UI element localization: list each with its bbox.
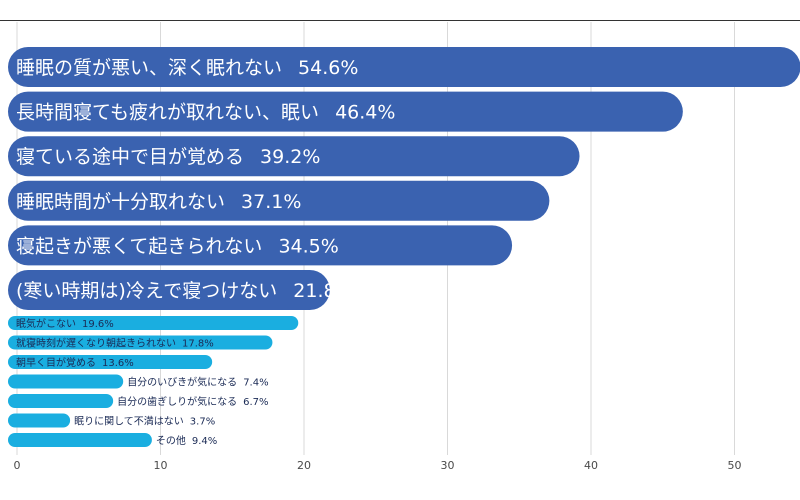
bars [8, 47, 800, 447]
value-label: 19.6% [82, 319, 114, 330]
bar-label-9: 朝早く目が覚める 13.6% [16, 356, 134, 369]
category-label: (寒い時期は)冷えで寝つけない [16, 280, 277, 302]
value-label: 3.7% [190, 417, 215, 428]
bar-4 [8, 180, 550, 221]
bar-5 [8, 225, 513, 266]
category-label: 就寝時刻が遅くなり朝起きられない [16, 337, 176, 350]
bar-6 [8, 270, 330, 310]
bar-label-12: 眠りに関して不満はない 3.7% [74, 416, 215, 428]
value-label: 37.1% [241, 191, 301, 213]
value-label: 9.4% [192, 436, 217, 447]
bar-7 [8, 316, 299, 330]
bar-label-5: 寝起きが悪くて起きられない 34.5% [16, 235, 339, 257]
bar-label-7: 眠気がこない 19.6% [16, 317, 114, 330]
bar-10 [8, 374, 124, 389]
category-label: 朝早く目が覚める [16, 356, 96, 369]
value-label: 21.8% [293, 280, 353, 302]
x-tick-label: 50 [728, 459, 742, 472]
bar-label-4: 睡眠時間が十分取れない 37.1% [16, 191, 301, 213]
x-tick-label: 30 [441, 459, 455, 472]
bar-11 [8, 394, 114, 408]
bar-label-1: 睡眠の質が悪い、深く眠れない 54.6% [16, 57, 358, 79]
bar-9 [8, 355, 213, 369]
bar-2 [8, 91, 683, 132]
category-label: 睡眠時間が十分取れない [16, 191, 225, 213]
bar-label-11: 自分の歯ぎしりが気になる 6.7% [117, 395, 268, 408]
value-label: 17.8% [182, 339, 214, 350]
category-label: 眠りに関して不満はない [74, 416, 184, 428]
value-label: 46.4% [335, 102, 395, 124]
category-label: 自分のいびきが気になる [127, 376, 237, 389]
bar-labels: 睡眠の質が悪い、深く眠れない 54.6% 長時間寝ても疲れが取れない、眠い 46.4%… [16, 57, 395, 447]
value-label: 34.5% [278, 235, 338, 257]
x-tick-label: 0 [14, 459, 21, 472]
x-axis-ticks: 0 10 20 30 40 50 [14, 459, 742, 472]
category-label: 寝起きが悪くて起きられない [16, 235, 262, 257]
bar-label-2: 長時間寝ても疲れが取れない、眠い 46.4% [16, 102, 395, 124]
category-label: 自分の歯ぎしりが気になる [117, 395, 237, 408]
category-label: 眠気がこない [16, 317, 76, 330]
category-label: 睡眠の質が悪い、深く眠れない [16, 57, 282, 79]
bar-label-6: (寒い時期は)冷えで寝つけない 21.8% [16, 280, 354, 302]
category-label: その他 [156, 434, 186, 447]
bar-label-10: 自分のいびきが気になる 7.4% [127, 376, 268, 389]
bar-8 [8, 335, 273, 350]
x-tick-label: 10 [154, 459, 168, 472]
bar-3 [8, 136, 580, 177]
category-label: 長時間寝ても疲れが取れない、眠い [16, 102, 319, 124]
value-label: 7.4% [243, 378, 268, 389]
value-label: 6.7% [243, 397, 268, 408]
value-label: 13.6% [102, 358, 134, 369]
value-label: 39.2% [260, 146, 320, 168]
x-tick-label: 20 [297, 459, 311, 472]
x-tick-label: 40 [584, 459, 598, 472]
bar-13 [8, 433, 152, 447]
bar-1 [8, 47, 800, 87]
bar-12 [8, 413, 71, 428]
value-label: 54.6% [298, 57, 358, 79]
bar-label-13: その他 9.4% [156, 434, 217, 447]
bar-label-8: 就寝時刻が遅くなり朝起きられない 17.8% [16, 337, 214, 350]
bar-label-3: 寝ている途中で目が覚める 39.2% [16, 146, 320, 168]
category-label: 寝ている途中で目が覚める [16, 146, 244, 168]
